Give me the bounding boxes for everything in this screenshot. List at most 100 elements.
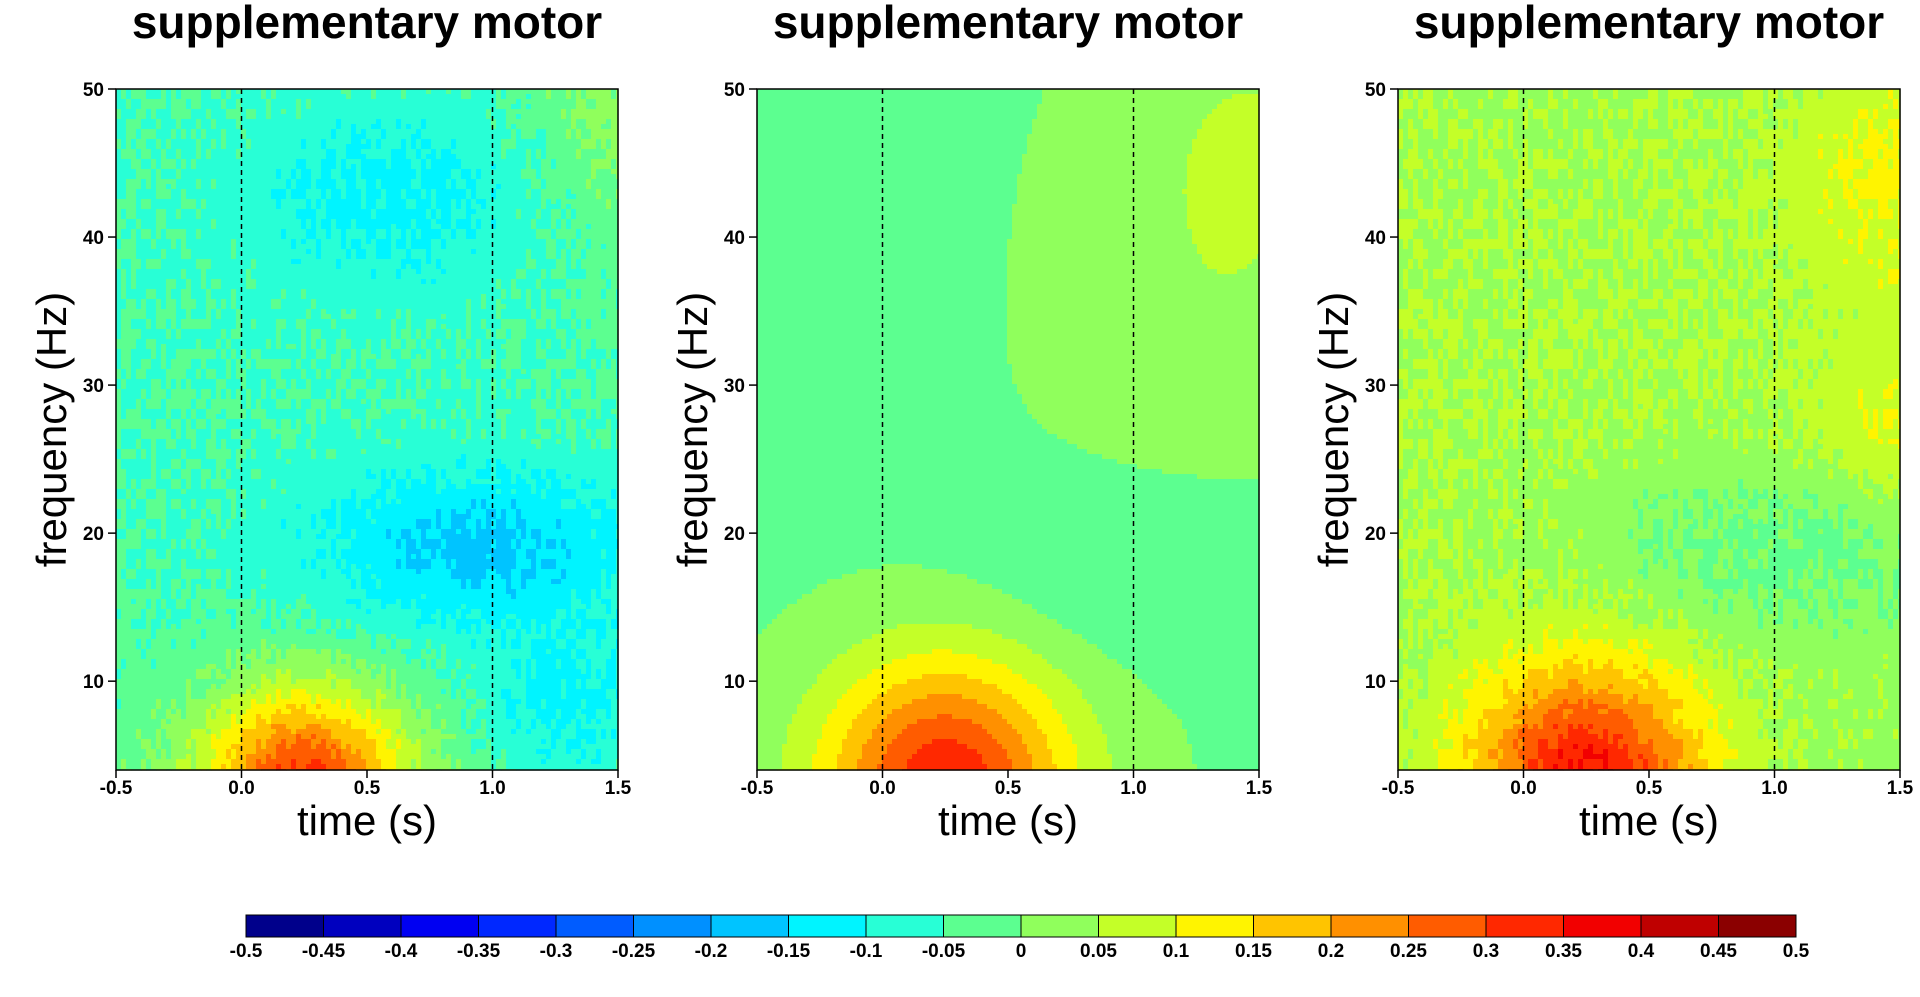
heatmap-cell <box>116 399 122 405</box>
heatmap-cell <box>266 94 272 100</box>
heatmap-cell <box>206 599 257 605</box>
heatmap-cell <box>596 739 619 745</box>
heatmap-cell <box>146 264 162 270</box>
heatmap-cell <box>541 439 557 445</box>
heatmap-cell <box>141 149 152 155</box>
heatmap-cell <box>341 524 417 530</box>
heatmap-cell <box>421 234 442 240</box>
heatmap-cell <box>501 624 507 630</box>
heatmap-cell <box>121 94 127 100</box>
heatmap-cell <box>471 509 487 515</box>
heatmap-cell <box>211 399 242 405</box>
heatmap-cell <box>386 164 392 170</box>
heatmap-cell <box>231 504 237 510</box>
heatmap-cell <box>216 179 287 185</box>
heatmap-cell <box>431 524 437 530</box>
heatmap-cell <box>586 369 597 375</box>
heatmap-cell <box>481 619 487 625</box>
heatmap-cell <box>611 609 617 615</box>
heatmap-cell <box>521 369 527 375</box>
heatmap-cell <box>461 759 492 765</box>
heatmap-cell <box>421 124 427 130</box>
heatmap-cell <box>436 264 442 270</box>
heatmap-cell <box>446 244 547 250</box>
heatmap-cell <box>551 739 557 745</box>
heatmap-cell <box>216 299 222 305</box>
heatmap-cell <box>566 689 607 695</box>
heatmap-cell <box>181 419 187 425</box>
heatmap-cell <box>301 504 332 510</box>
heatmap-cell <box>541 274 547 280</box>
heatmap-cell <box>116 154 122 160</box>
heatmap-cell <box>371 399 377 405</box>
heatmap-cell <box>401 264 407 270</box>
heatmap-cell <box>436 214 442 220</box>
heatmap-cell <box>121 389 142 395</box>
heatmap-cell <box>251 664 352 670</box>
heatmap-cell <box>431 364 457 370</box>
heatmap-cell <box>306 234 317 240</box>
heatmap-cell <box>481 609 557 615</box>
heatmap-cell <box>176 184 197 190</box>
heatmap-cell <box>436 514 442 520</box>
heatmap-cell <box>461 719 467 725</box>
heatmap-cell <box>231 614 237 620</box>
heatmap-cell <box>576 609 587 615</box>
heatmap-cell <box>146 554 157 560</box>
heatmap-cell <box>266 739 282 745</box>
heatmap-cell <box>281 229 287 235</box>
heatmap-cell <box>401 604 412 610</box>
heatmap-cell <box>576 259 582 265</box>
heatmap-cell <box>146 449 152 455</box>
heatmap-cell <box>511 289 522 295</box>
heatmap-cell <box>536 349 547 355</box>
heatmap-cell <box>121 379 127 385</box>
heatmap-cell <box>256 649 262 655</box>
heatmap-cell <box>1222 99 1260 105</box>
heatmap-cell <box>461 204 467 210</box>
heatmap-cell <box>441 754 447 760</box>
heatmap-cell <box>181 174 277 180</box>
heatmap-cell <box>481 719 487 725</box>
heatmap-cell <box>471 624 477 630</box>
heatmap-cell <box>121 664 127 670</box>
heatmap-cell <box>526 464 619 470</box>
heatmap-cell <box>566 724 577 730</box>
heatmap-cell <box>411 534 422 540</box>
heatmap-cell <box>161 364 167 370</box>
heatmap-cell <box>161 579 172 585</box>
heatmap-cell <box>406 89 427 95</box>
heatmap-cell <box>141 614 147 620</box>
heatmap-cell <box>591 664 607 670</box>
heatmap-cell <box>171 114 192 120</box>
heatmap-cell <box>316 179 337 185</box>
heatmap-cell <box>116 584 127 590</box>
heatmap-cell <box>521 344 537 350</box>
heatmap-cell <box>221 314 237 320</box>
heatmap-cell <box>401 259 422 265</box>
heatmap-cell <box>481 354 492 360</box>
heatmap-cell <box>361 694 377 700</box>
heatmap-cell <box>176 214 182 220</box>
heatmap-cell <box>416 229 422 235</box>
heatmap-cell <box>441 524 452 530</box>
heatmap-cell <box>511 409 537 415</box>
heatmap-cell <box>451 384 462 390</box>
heatmap-cell <box>326 309 342 315</box>
heatmap-cell <box>146 94 162 100</box>
heatmap-cell <box>391 249 407 255</box>
heatmap-cell <box>311 329 322 335</box>
heatmap-cell <box>576 664 587 670</box>
heatmap-cell <box>461 629 467 635</box>
heatmap-cell <box>351 579 357 585</box>
heatmap-cell <box>186 134 192 140</box>
heatmap-cell <box>366 364 377 370</box>
heatmap-cell <box>561 524 619 530</box>
heatmap-cell <box>586 699 612 705</box>
heatmap-cell <box>471 204 482 210</box>
heatmap-cell <box>226 494 237 500</box>
heatmap-cell <box>121 259 132 265</box>
heatmap-cell <box>231 244 237 250</box>
heatmap-cell <box>351 224 357 230</box>
heatmap-cell <box>606 729 612 735</box>
